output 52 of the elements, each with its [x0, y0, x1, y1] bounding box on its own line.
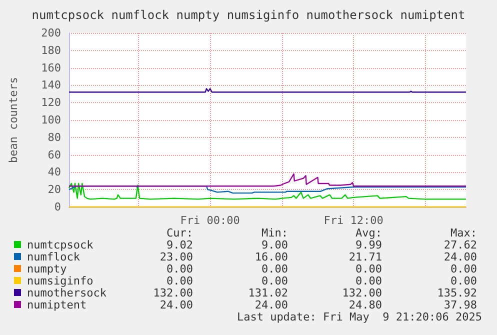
text: 0.00 — [356, 262, 382, 276]
text: Cur: — [166, 226, 193, 240]
y-axis-title: bean counters — [7, 76, 20, 164]
y-tick-label: 40 — [48, 166, 61, 179]
text: Min: — [262, 226, 288, 240]
y-tick-label: 180 — [41, 44, 61, 57]
text: 24.00 — [160, 298, 193, 312]
text: 132.00 — [342, 286, 382, 300]
text: 9.02 — [166, 238, 193, 252]
text: 27.62 — [444, 238, 477, 252]
y-tick-label: 120 — [41, 96, 61, 110]
text: 131.02 — [248, 286, 288, 300]
text: 24.00 — [444, 250, 477, 264]
text: 0.00 — [262, 262, 288, 276]
legend-label: numflock — [27, 250, 80, 264]
text: 0.00 — [450, 274, 477, 288]
text: 24.80 — [348, 298, 382, 312]
text: 0.00 — [166, 274, 193, 288]
chart-title: numtcpsock numflock numpty numsiginfo numothersock numiptent — [32, 8, 466, 22]
text: 0.00 — [356, 274, 382, 288]
text: Avg: — [356, 226, 382, 240]
text: 0.00 — [450, 262, 477, 276]
legend-label: numsiginfo — [27, 274, 94, 288]
text: 16.00 — [254, 250, 288, 264]
text: 21.71 — [348, 250, 382, 264]
text: 37.98 — [444, 298, 477, 312]
y-tick-label: 100 — [41, 114, 61, 126]
y-tick-label: 200 — [41, 26, 61, 40]
y-tick-label: 20 — [48, 183, 61, 196]
x-tick-label: Fri 12:00 — [324, 214, 384, 227]
legend-label: numtcpsock — [27, 238, 94, 252]
line-series — [68, 173, 467, 187]
x-tick-label: Fri 00:00 — [180, 214, 240, 227]
text: 135.92 — [437, 286, 477, 300]
text: 24.00 — [254, 298, 288, 312]
text: 9.99 — [356, 238, 382, 252]
y-tick-label: 80 — [48, 130, 61, 144]
line-series — [68, 182, 467, 200]
text: 23.00 — [160, 250, 193, 264]
y-tick-label: 160 — [41, 61, 61, 74]
legend-label: numiptent — [27, 298, 87, 312]
y-tick-label: 140 — [41, 78, 61, 92]
text: Last update: Fri May 9 21:20:06 2025 — [236, 310, 482, 324]
legend-label: numothersock — [27, 286, 107, 300]
y-tick-label: 60 — [48, 148, 61, 162]
y-tick-label: 0 — [54, 200, 61, 214]
text: 0.00 — [166, 262, 193, 276]
text: 9.00 — [262, 238, 288, 252]
text: 0.00 — [262, 274, 288, 288]
legend-label: numpty — [27, 262, 68, 276]
text: 132.00 — [153, 286, 193, 300]
text: Max: — [450, 226, 477, 240]
